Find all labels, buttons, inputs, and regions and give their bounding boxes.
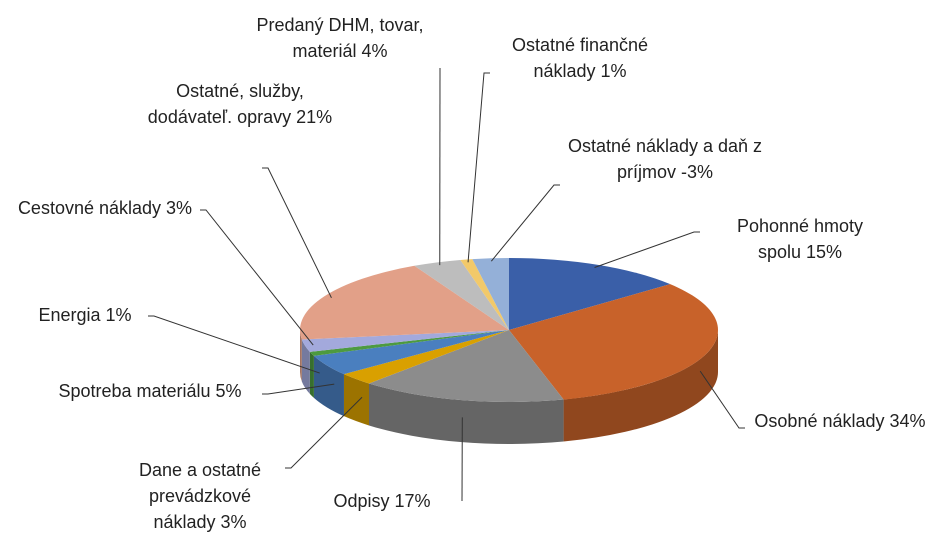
slice-side bbox=[368, 383, 564, 444]
value-label: 3% bbox=[220, 512, 247, 532]
data-label: Osobné náklady 34% bbox=[745, 408, 935, 434]
leader-line bbox=[490, 184, 560, 262]
value-label: 5% bbox=[215, 381, 242, 401]
data-label: Ostatné finančné náklady 1% bbox=[485, 32, 675, 84]
slice bbox=[509, 284, 718, 400]
leader-line bbox=[262, 383, 335, 395]
data-label: Dane a ostatné prevádzkové náklady 3% bbox=[125, 457, 275, 535]
slice-side bbox=[301, 339, 310, 394]
data-label: Cestovné náklady 3% bbox=[0, 195, 210, 221]
category-name: Ostatné finančné náklady bbox=[511, 35, 649, 81]
category-name: Dane a ostatné prevádzkové náklady bbox=[138, 460, 262, 532]
slice bbox=[313, 330, 509, 375]
category-name: Energia bbox=[38, 305, 101, 325]
slice-side bbox=[343, 374, 369, 426]
slice bbox=[343, 330, 509, 384]
category-name: Osobné náklady bbox=[754, 411, 885, 431]
data-label: Energia 1% bbox=[10, 302, 160, 328]
data-label: Ostatné náklady a daň z príjmov -3% bbox=[560, 133, 770, 185]
value-label: -3% bbox=[681, 162, 714, 182]
data-label: Predaný DHM, tovar, materiál 4% bbox=[230, 12, 450, 64]
slice bbox=[460, 259, 509, 330]
value-label: 4% bbox=[361, 41, 388, 61]
category-name: Pohonné hmoty spolu bbox=[736, 216, 864, 262]
category-name: Predaný DHM, tovar, materiál bbox=[256, 15, 424, 61]
slice-side bbox=[563, 330, 718, 442]
slice-side bbox=[300, 330, 302, 382]
slice bbox=[414, 259, 509, 330]
value-label: 1% bbox=[105, 305, 132, 325]
value-label: 15% bbox=[806, 242, 843, 262]
leader-line bbox=[699, 370, 745, 429]
value-label: 21% bbox=[296, 107, 333, 127]
category-name: Cestovné náklady bbox=[17, 198, 162, 218]
leader-line bbox=[594, 231, 700, 268]
slice bbox=[300, 265, 509, 340]
slice bbox=[301, 330, 509, 352]
value-label: 17% bbox=[394, 491, 431, 511]
category-name: Ostatné, služby, dodávateľ. opravy bbox=[147, 81, 304, 127]
leader-line bbox=[262, 167, 332, 299]
slice bbox=[472, 258, 509, 330]
value-label: 34% bbox=[889, 411, 926, 431]
data-label: Spotreba materiálu 5% bbox=[35, 378, 265, 404]
slice bbox=[368, 330, 564, 403]
slice bbox=[509, 258, 671, 330]
slice-side bbox=[313, 355, 344, 417]
slice bbox=[309, 330, 509, 356]
leader-line bbox=[148, 315, 320, 374]
category-name: Spotreba materiálu bbox=[58, 381, 211, 401]
leader-line bbox=[467, 72, 490, 263]
value-label: 1% bbox=[600, 61, 627, 81]
data-label: Odpisy 17% bbox=[292, 488, 472, 514]
data-label: Ostatné, služby, dodávateľ. opravy 21% bbox=[140, 78, 340, 130]
category-name: Odpisy bbox=[333, 491, 390, 511]
leader-line bbox=[285, 396, 363, 469]
value-label: 3% bbox=[166, 198, 193, 218]
data-label: Pohonné hmoty spolu 15% bbox=[715, 213, 885, 265]
slice-side bbox=[309, 351, 314, 398]
category-name: Ostatné náklady a daň z príjmov bbox=[567, 136, 763, 182]
leader-line bbox=[200, 209, 314, 346]
